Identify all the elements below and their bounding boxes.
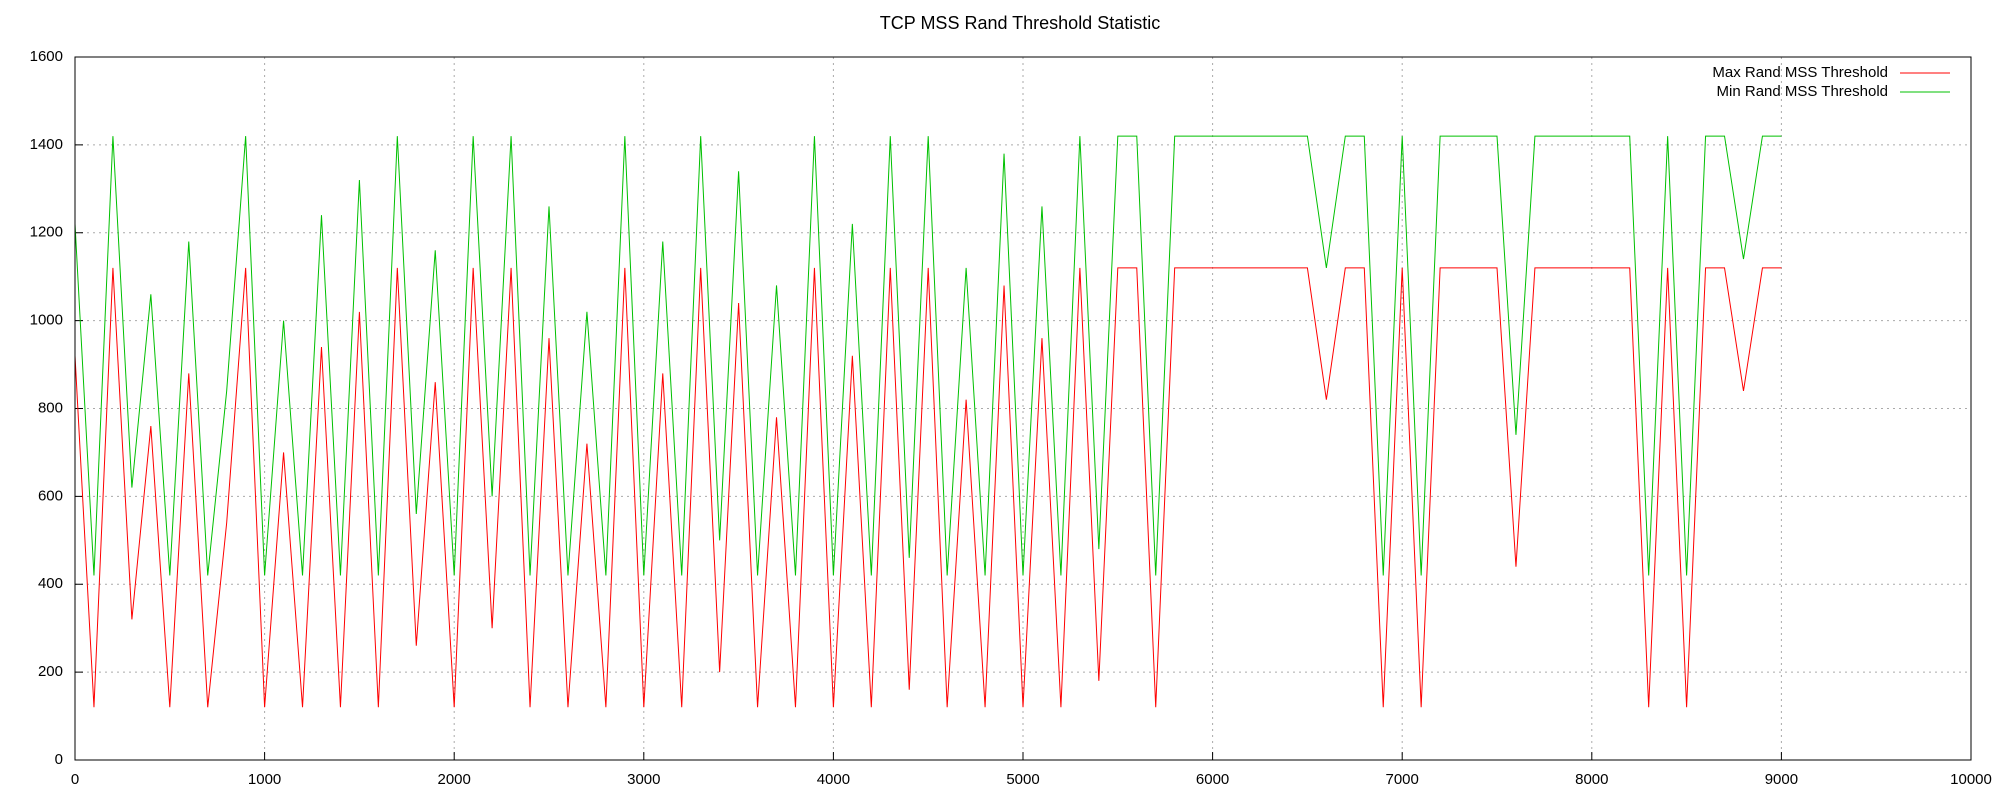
y-tick-label: 1200 xyxy=(30,224,63,241)
x-tick-label: 5000 xyxy=(1006,771,1039,788)
x-tick-label: 4000 xyxy=(817,771,850,788)
y-tick-label: 200 xyxy=(38,663,63,680)
y-tick-label: 1000 xyxy=(30,312,63,329)
x-tick-label: 8000 xyxy=(1575,771,1608,788)
plot-frame xyxy=(74,56,1972,761)
x-tick-label: 3000 xyxy=(627,771,660,788)
legend-label: Max Rand MSS Threshold xyxy=(1712,64,1888,81)
x-tick-label: 9000 xyxy=(1765,771,1798,788)
y-tick-label: 1600 xyxy=(30,48,63,65)
x-tick-label: 0 xyxy=(71,771,79,788)
y-tick-label: 0 xyxy=(55,751,63,768)
legend-label: Min Rand MSS Threshold xyxy=(1717,83,1888,100)
x-tick-label: 1000 xyxy=(248,771,281,788)
series-line xyxy=(74,267,1782,708)
y-tick-label: 600 xyxy=(38,487,63,504)
x-tick-label: 7000 xyxy=(1386,771,1419,788)
series-line xyxy=(74,135,1782,576)
y-tick-label: 1400 xyxy=(30,136,63,153)
y-tick-label: 400 xyxy=(38,575,63,592)
y-tick-label: 800 xyxy=(38,399,63,416)
x-tick-label: 2000 xyxy=(438,771,471,788)
chart-title: TCP MSS Rand Threshold Statistic xyxy=(880,13,1160,33)
x-tick-label: 10000 xyxy=(1950,771,1992,788)
x-tick-label: 6000 xyxy=(1196,771,1229,788)
